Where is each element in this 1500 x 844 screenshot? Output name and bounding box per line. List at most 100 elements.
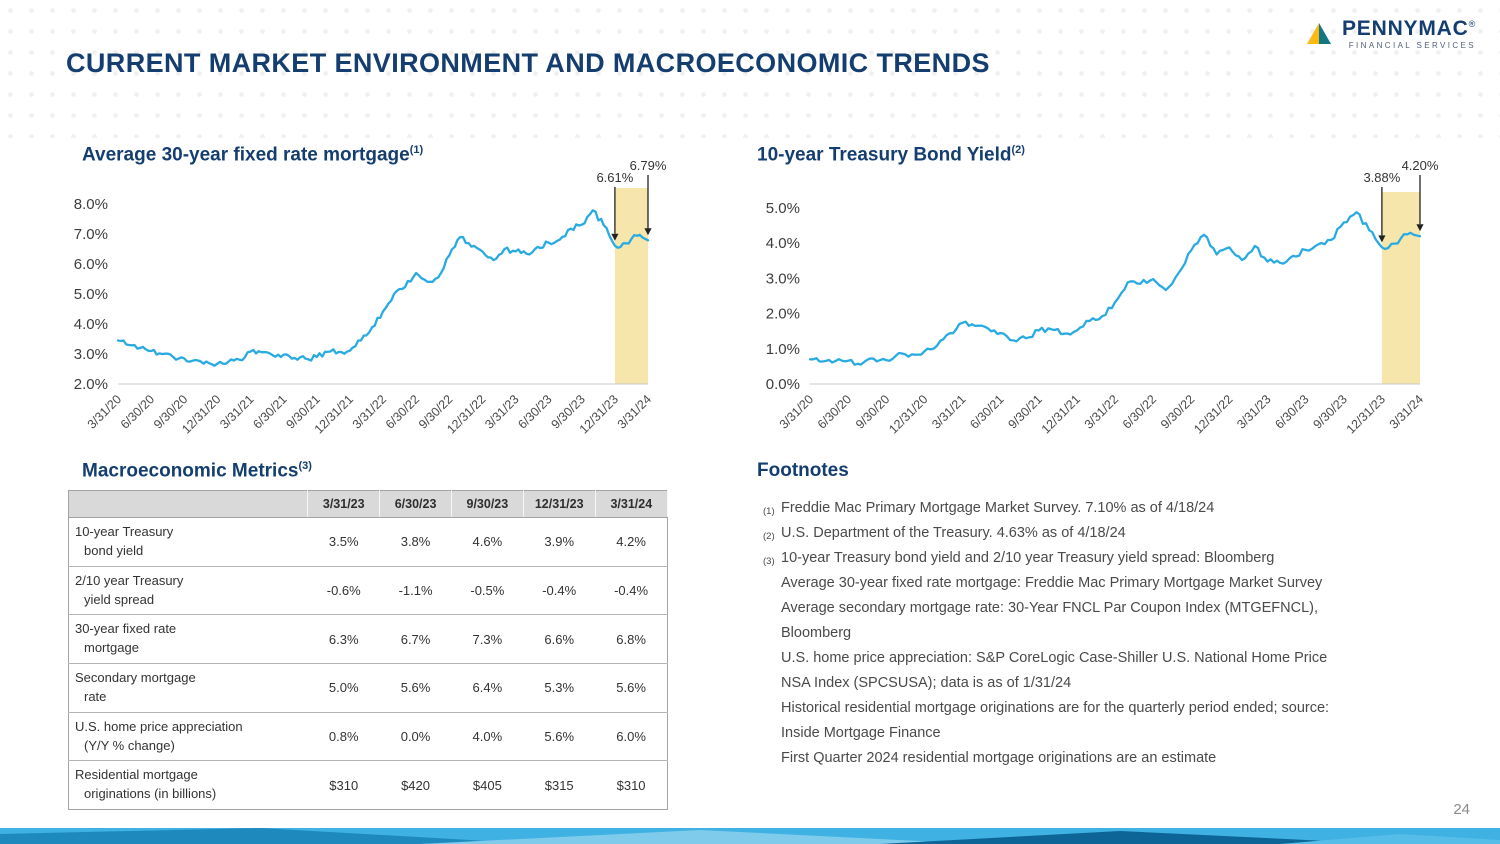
x-tick-label: 12/31/21 (1039, 392, 1083, 436)
table-header: 3/31/23 6/30/23 9/30/23 12/31/23 3/31/24 (68, 490, 669, 518)
y-tick-label: 1.0% (766, 341, 800, 358)
table-row: Secondary mortgage rate 5.0% 5.6% 6.4% 5.3% 5.… (68, 663, 668, 713)
table-cell: -1.1% (379, 565, 452, 615)
footnote-line: Average secondary mortgage rate: 30-Year… (757, 596, 1467, 621)
row-label-line1: Secondary mortgage (75, 670, 196, 686)
table-cell: -0.5% (451, 565, 524, 615)
data-line (808, 211, 1422, 366)
macro-metrics-title: Macroeconomic Metrics(3) (82, 460, 312, 482)
annotation-label: 4.20% (1402, 158, 1439, 173)
annotation-arrowhead (1416, 224, 1424, 232)
table-corner-cell (68, 490, 309, 518)
x-tick-label: 3/31/21 (217, 392, 256, 431)
footnote-line: Average 30-year fixed rate mortgage: Fre… (757, 571, 1467, 596)
table-col-header: 6/30/23 (379, 490, 452, 518)
table-cell: 4.6% (472, 534, 503, 550)
table-cell: -0.4% (523, 565, 596, 615)
row-label-line2: mortgage (84, 640, 139, 656)
logo-wordmark: PENNYMAC® (1341, 17, 1476, 40)
table-row: 10-year Treasury bond yield 3.5% 3.8% 4.6% 3.… (69, 518, 668, 567)
row-label: 10-year Treasury bond yield (69, 518, 308, 567)
x-tick-label: 3/31/24 (1387, 392, 1426, 431)
table-cell: 5.6% (523, 711, 596, 761)
mortgage-chart-title-footnote-ref: (1) (409, 144, 424, 156)
x-tick-label: 6/30/23 (1272, 392, 1311, 431)
footnote-text: NSA Index (SPCSUSA); data is as of 1/31/… (781, 675, 1072, 691)
row-label: Secondary mortgage rate (68, 663, 308, 713)
logo-text: PENNYMAC® FINANCIAL SERVICES (1342, 18, 1476, 50)
slide-title: CURRENT MARKET ENVIRONMENT AND MACROECON… (66, 48, 990, 78)
treasury-chart-title: 10-year Treasury Bond Yield(2) (757, 144, 1025, 166)
x-tick-label: 3/31/21 (929, 392, 968, 431)
registered-mark: ® (1468, 19, 1476, 29)
footnote-line: Historical residential mortgage originat… (757, 696, 1467, 721)
footnote-line: (3) 10-year Treasury bond yield and 2/10 … (757, 546, 1467, 571)
footnote-text: Average secondary mortgage rate: 30-Year… (781, 600, 1319, 616)
table-cell: $315 (523, 760, 596, 810)
row-label-line2: originations (in billions) (84, 786, 217, 802)
x-tick-label: 6/30/21 (967, 392, 1006, 431)
row-label-line1: 30-year fixed rate (75, 621, 177, 637)
table-col-header: 12/31/23 (523, 490, 596, 518)
table-cell: 5.6% (379, 663, 452, 713)
x-tick-label: 3/31/22 (1082, 392, 1121, 431)
annotation-arrowhead (644, 228, 652, 236)
row-label-line2: bond yield (84, 542, 144, 558)
y-tick-label: 5.0% (74, 286, 108, 303)
row-label-line2: (Y/Y % change) (84, 737, 175, 753)
highlight-band (614, 188, 648, 384)
row-label: U.S. home price appreciation (Y/Y % chang… (68, 711, 308, 761)
y-tick-label: 6.0% (74, 256, 108, 273)
y-tick-label: 2.0% (74, 376, 108, 393)
mortgage-chart-title: Average 30-year fixed rate mortgage(1) (82, 144, 423, 166)
table-cell: $310 (595, 760, 668, 810)
x-tick-label: 6/30/20 (118, 392, 157, 431)
y-tick-label: 5.0% (766, 200, 800, 217)
x-tick-label: 12/31/23 (1344, 392, 1388, 436)
row-label-line2: yield spread (84, 591, 155, 607)
data-line (116, 209, 650, 367)
macro-metrics-table: 3/31/23 6/30/23 9/30/23 12/31/23 3/31/24 10-… (68, 490, 669, 811)
highlight-band (1381, 192, 1420, 384)
y-tick-label: 4.0% (766, 235, 800, 252)
y-tick-label: 7.0% (74, 226, 108, 243)
table-cell: -0.6% (307, 565, 380, 615)
x-tick-label: 3/31/22 (350, 392, 389, 431)
table-cell: 7.3% (451, 614, 524, 664)
table-cell: $310 (307, 760, 380, 810)
y-tick-label: 0.0% (766, 376, 800, 393)
annotation-label: 3.88% (1363, 170, 1400, 185)
page-number: 24 (1453, 801, 1470, 818)
footnote-text: Average 30-year fixed rate mortgage: Fre… (781, 575, 1323, 591)
row-label-line2: rate (84, 688, 107, 704)
table-cell: $405 (451, 760, 524, 810)
annotation-arrowhead (1378, 235, 1386, 243)
footnote-text: First Quarter 2024 residential mortgage … (781, 750, 1217, 766)
annotation-arrowhead (611, 233, 619, 241)
mortgage-chart: 8.0% 7.0% 6.0% 5.0% 4.0% 3.0% 2.0% 3/31/20 6/30/… (58, 158, 698, 458)
x-tick-label: 3/31/20 (777, 392, 816, 431)
macro-metrics-title-footnote-ref: (3) (298, 460, 312, 472)
x-tick-label: 6/30/20 (815, 392, 854, 431)
x-tick-label: 3/31/20 (85, 392, 124, 431)
table-cell: 4.0% (451, 711, 524, 761)
table-cell: 3.8% (400, 534, 431, 550)
table-cell: 0.8% (307, 711, 380, 761)
x-tick-label: 6/30/21 (250, 392, 289, 431)
table-cell: 6.4% (451, 663, 524, 713)
treasury-chart: 5.0% 4.0% 3.0% 2.0% 1.0% 0.0% 3/31/20 6/30/20 9/… (748, 158, 1468, 458)
footnote-text: 10-year Treasury bond yield and 2/10 yea… (781, 550, 1275, 566)
footnote-text: Freddie Mac Primary Mortgage Market Surv… (781, 500, 1215, 516)
x-tick-label: 3/31/24 (615, 392, 654, 431)
footnote-text: Bloomberg (781, 625, 852, 641)
footnote-line: Bloomberg (757, 621, 1467, 646)
line-chart-svg: 5.0%4.0%3.0%2.0%1.0%0.0%3/31/206/30/209/… (766, 158, 1439, 437)
row-label-line1: 10-year Treasury (75, 524, 174, 539)
x-tick-label: 12/31/22 (1191, 392, 1235, 436)
y-tick-label: 4.0% (74, 316, 108, 333)
mortgage-chart-title-text: Average 30-year fixed rate mortgage (82, 144, 410, 166)
table-col-header: 3/31/24 (595, 490, 669, 518)
table-cell: $420 (379, 760, 452, 810)
table-cell: 5.3% (523, 663, 596, 713)
